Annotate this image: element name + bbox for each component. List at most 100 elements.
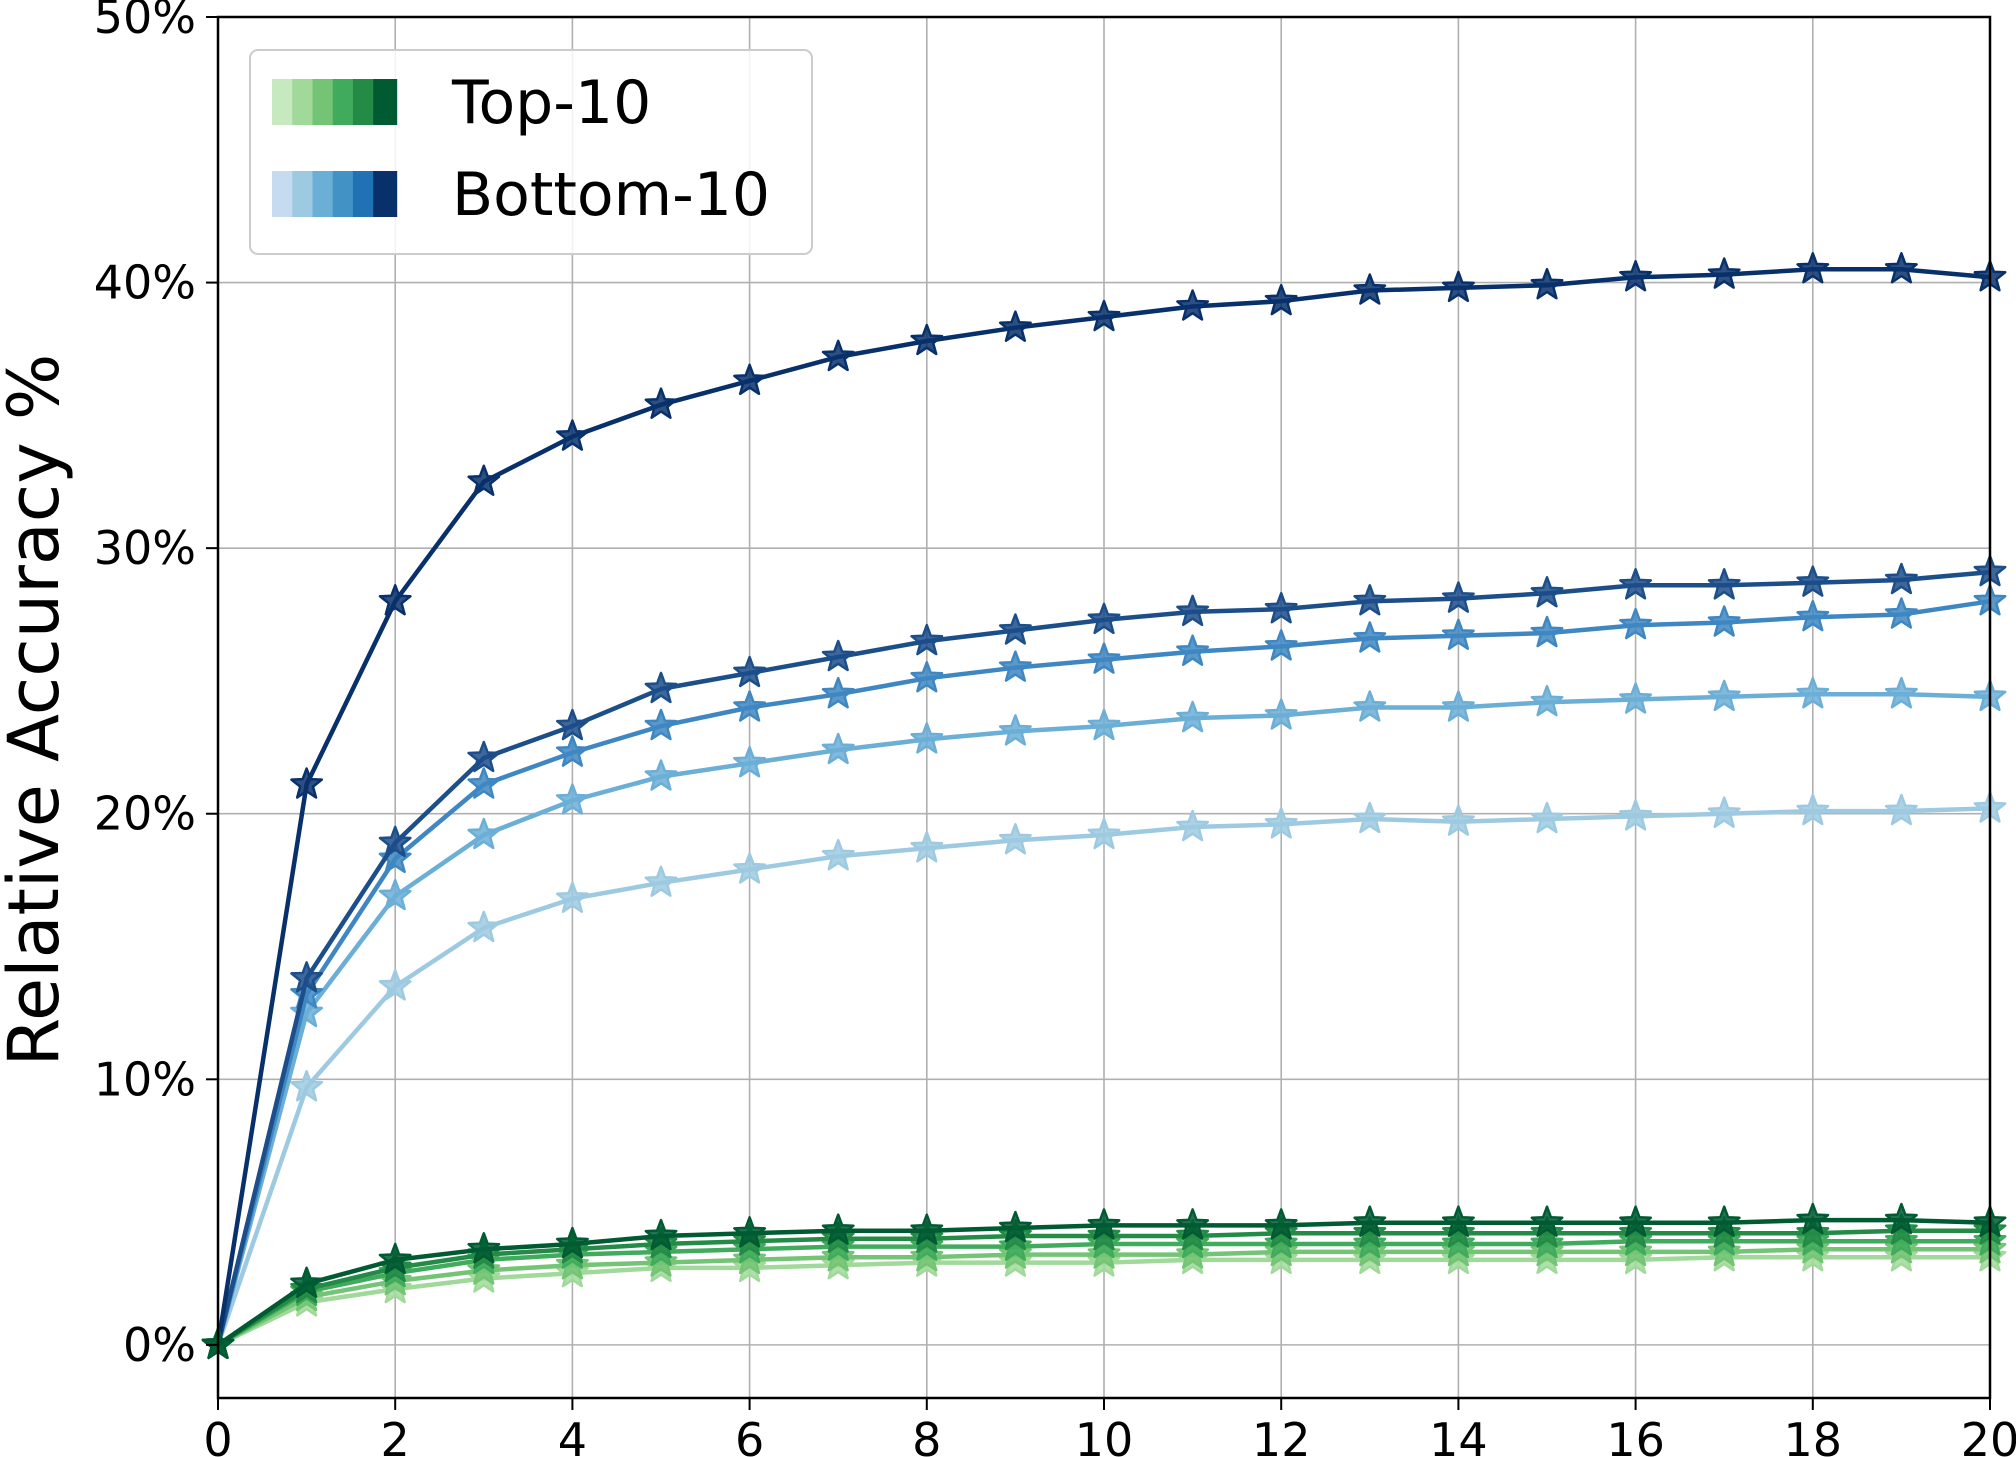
series-bottom-10-3 (201, 554, 2007, 1360)
data-point-star (1530, 576, 1564, 608)
data-point-star (1441, 618, 1475, 650)
data-point-star (378, 584, 412, 616)
x-tick-label: 16 (1606, 1413, 1665, 1457)
data-point-star (555, 881, 589, 913)
data-point-star (733, 1242, 767, 1275)
data-point-star (910, 323, 944, 356)
data-point-star (1707, 568, 1741, 600)
data-point-star (1264, 1208, 1298, 1240)
data-point-star (1176, 700, 1210, 733)
data-point-star (1707, 796, 1741, 828)
data-point-star (910, 623, 944, 656)
data-point-star (644, 708, 678, 741)
data-point-star (1176, 594, 1210, 627)
x-tick-label: 14 (1429, 1413, 1488, 1457)
data-point-star (467, 817, 501, 850)
data-point-star (1353, 1205, 1387, 1237)
x-tick-label: 8 (912, 1413, 941, 1457)
data-point-star (1264, 807, 1298, 839)
data-point-star (1087, 1218, 1121, 1251)
data-point-star (733, 746, 767, 778)
data-point-star (1796, 1216, 1830, 1248)
data-point-star (1530, 267, 1564, 300)
data-point-star (644, 865, 678, 897)
data-point-star (1264, 591, 1298, 624)
data-point-star (733, 690, 767, 722)
data-point-star (467, 740, 501, 773)
legend-swatch (292, 171, 317, 217)
legend-swatch (332, 79, 357, 125)
legend-swatch (292, 79, 317, 125)
data-point-star (467, 1253, 501, 1285)
data-point-star (1176, 1218, 1210, 1251)
data-point-star (1796, 793, 1830, 826)
data-point-star (1087, 1237, 1121, 1269)
data-point-star (555, 1226, 589, 1259)
data-point-star (644, 759, 678, 791)
data-point-star (1619, 1234, 1653, 1267)
data-point-star (998, 1229, 1032, 1261)
data-point-star (555, 419, 589, 451)
data-point-star (821, 732, 855, 765)
data-point-star (1087, 708, 1121, 741)
legend-swatch (272, 79, 296, 125)
data-point-star (1796, 676, 1830, 709)
x-tick-label: 6 (735, 1413, 764, 1457)
data-point-star (644, 1245, 678, 1277)
legend: Top-10 Bottom-10 (249, 49, 813, 255)
x-tick-label: 4 (558, 1413, 587, 1457)
data-point-star (378, 969, 412, 1001)
data-point-star (555, 735, 589, 767)
data-point-star (290, 995, 324, 1028)
data-point-star (821, 339, 855, 372)
data-point-star (1619, 799, 1653, 831)
data-point-star (1441, 1205, 1475, 1237)
data-point-star (821, 639, 855, 672)
legend-label: Top-10 (451, 68, 651, 138)
data-point-star (1619, 260, 1653, 292)
data-point-star (378, 1242, 412, 1275)
data-point-star (1884, 793, 1918, 826)
data-point-star (555, 708, 589, 741)
data-point-star (1353, 801, 1387, 834)
y-tick-label: 30% (94, 521, 196, 575)
data-point-star (998, 823, 1032, 855)
data-point-star (1087, 602, 1121, 635)
data-point-star (290, 1070, 324, 1102)
legend-entries: Top-10 Bottom-10 (272, 68, 770, 230)
data-point-star (378, 825, 412, 858)
data-point-star (733, 655, 767, 688)
data-point-star (1530, 615, 1564, 648)
data-point-star (1619, 607, 1653, 640)
legend-swatch (352, 171, 377, 217)
legend-swatch (272, 171, 296, 217)
data-point-star (1619, 682, 1653, 714)
legend-swatch (373, 171, 398, 217)
data-point-star (290, 961, 324, 993)
data-point-star (1441, 270, 1475, 303)
y-tick-label: 50% (94, 0, 196, 44)
legend-label: Bottom-10 (452, 160, 770, 230)
data-point-star (1441, 581, 1475, 613)
data-point-star (733, 852, 767, 884)
data-point-star (910, 1239, 944, 1272)
data-point-star (1884, 1224, 1918, 1256)
data-point-star (821, 838, 855, 871)
data-point-star (998, 714, 1032, 746)
data-point-star (1707, 1205, 1741, 1237)
data-point-star (1884, 562, 1918, 595)
data-point-star (1441, 690, 1475, 722)
data-point-star (1353, 273, 1387, 305)
data-point-star (1176, 1237, 1210, 1269)
data-point-star (467, 1232, 501, 1264)
data-point-star (1353, 621, 1387, 653)
legend-swatch (373, 79, 398, 125)
data-point-star (555, 1247, 589, 1280)
data-point-star (910, 831, 944, 863)
data-point-star (1264, 629, 1298, 661)
series-top-10-9 (201, 1202, 2007, 1360)
data-point-star (1264, 283, 1298, 316)
data-point-star (910, 661, 944, 693)
